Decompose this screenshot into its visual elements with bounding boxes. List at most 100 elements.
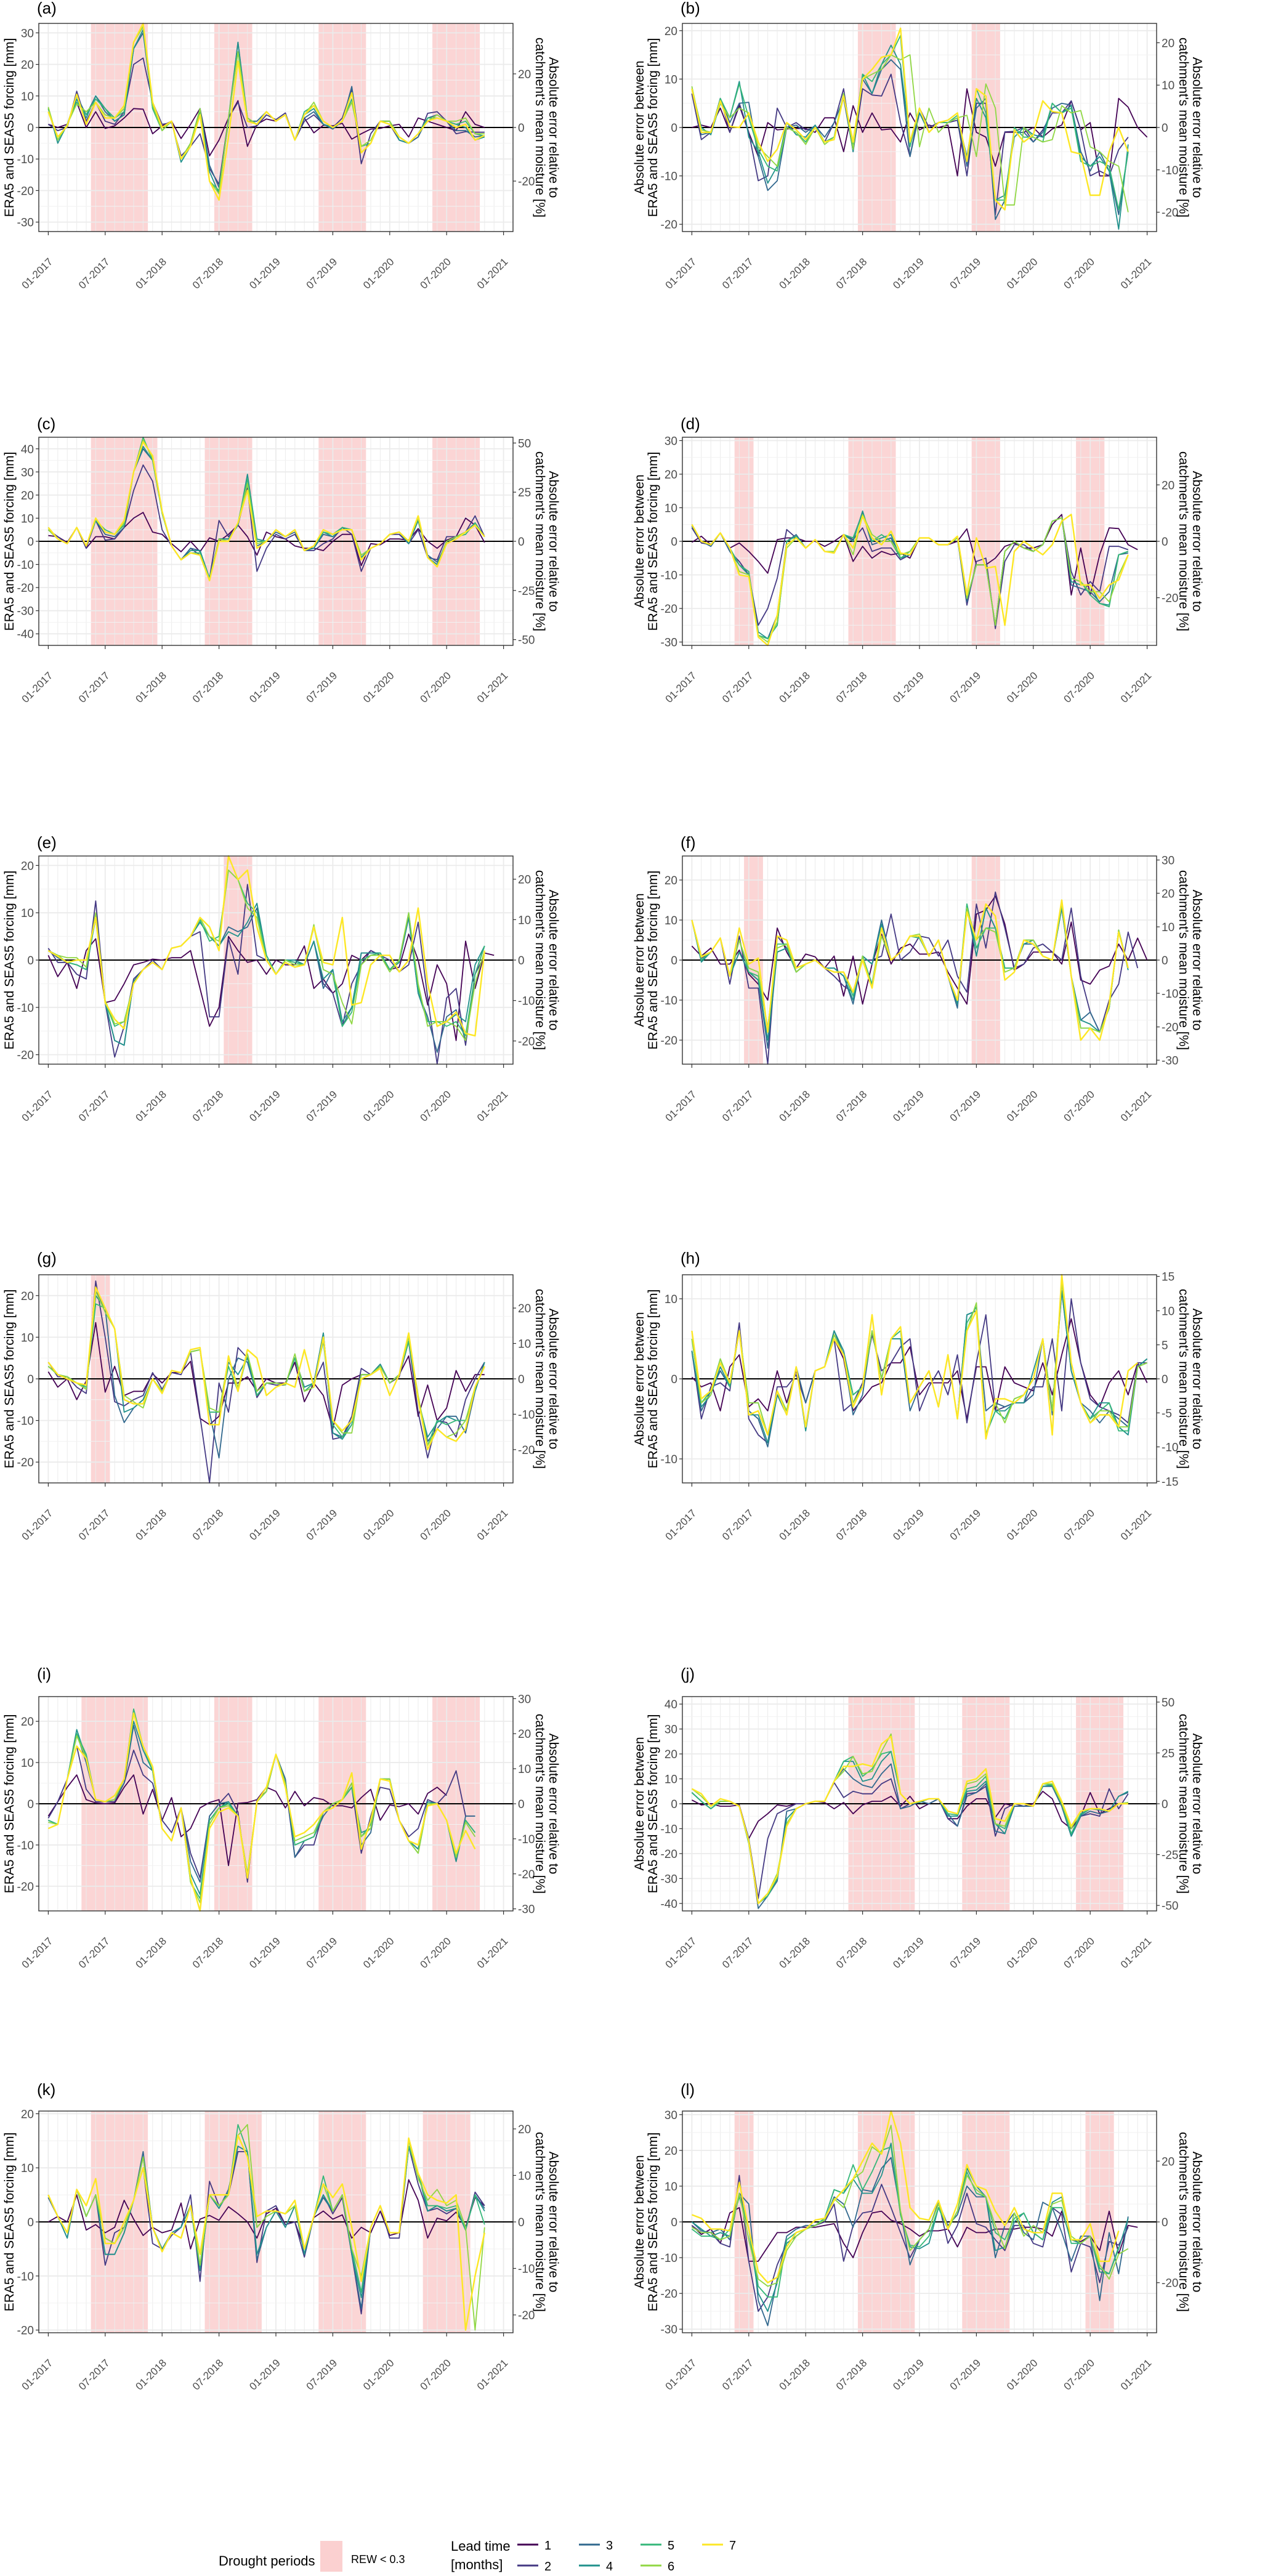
y2-tick-label: -10 bbox=[1162, 988, 1178, 1001]
y2-tick-label: 10 bbox=[518, 2170, 531, 2182]
y2-axis-title-line1: Absolute error relative to bbox=[546, 57, 560, 198]
x-tick-label: 07-2018 bbox=[834, 1088, 870, 1124]
y-tick-label: -20 bbox=[661, 1848, 677, 1861]
y-tick-label: -30 bbox=[17, 605, 34, 618]
x-tick-label: 01-2018 bbox=[777, 1935, 812, 1971]
panel-label: (c) bbox=[37, 414, 55, 433]
x-tick-label: 07-2019 bbox=[304, 1088, 340, 1124]
y2-tick-label: -10 bbox=[518, 1408, 535, 1421]
x-tick-label: 07-2020 bbox=[418, 2357, 453, 2392]
y2-tick-label: 0 bbox=[518, 955, 525, 967]
x-tick-label: 01-2019 bbox=[247, 2357, 283, 2392]
y-tick-label: 10 bbox=[665, 502, 677, 515]
x-tick-label: 07-2020 bbox=[418, 1088, 453, 1124]
series-line-lead-7 bbox=[691, 899, 1129, 1041]
x-tick-label: 01-2021 bbox=[1118, 1507, 1154, 1543]
panel-g: (g) -20 -10 0 10 20 -20 -10 0 10 20 01-2017 07-2017 0… bbox=[0, 1249, 560, 1543]
x-tick-label: 01-2020 bbox=[361, 1935, 397, 1971]
legend-lead-title-1: Lead time bbox=[451, 2538, 511, 2554]
panel-d: (d) -30 -20 -10 0 10 20 30 -20 0 20 01-2017 07-2017 0… bbox=[632, 414, 1204, 705]
x-tick-label: 01-2021 bbox=[1118, 2357, 1154, 2392]
y-axis-title-line1: Absolute error between bbox=[0, 893, 3, 1027]
y-tick-label: 30 bbox=[665, 1724, 677, 1737]
y2-tick-label: 0 bbox=[1162, 1798, 1168, 1811]
series-line-lead-7 bbox=[47, 441, 485, 581]
y2-tick-label: -20 bbox=[518, 1035, 535, 1048]
y2-tick-label: 5 bbox=[1162, 1339, 1168, 1352]
panel-h: (h) -10 0 10 -15 -10 -5 0 5 10 15 01-2017 07-2017 01-… bbox=[632, 1249, 1204, 1543]
y2-tick-label: -10 bbox=[518, 995, 535, 1008]
x-tick-label: 07-2017 bbox=[76, 256, 112, 291]
y-axis-title-line2: ERA5 and SEAS5 forcing [mm] bbox=[646, 1714, 660, 1894]
y-tick-label: -20 bbox=[661, 1035, 677, 1048]
legend-drought-swatch bbox=[320, 2541, 342, 2572]
series-line-lead-3 bbox=[691, 2157, 1129, 2327]
x-tick-label: 01-2018 bbox=[133, 1088, 169, 1124]
panel-l: (l) -30 -20 -10 0 10 20 30 -20 0 20 01-2017 07-2017 0… bbox=[632, 2080, 1204, 2392]
y-axis-title-line1: Absolute error between bbox=[632, 1737, 647, 1870]
legend-lead-title-2: [months] bbox=[451, 2557, 503, 2572]
series-line-lead-7 bbox=[691, 514, 1129, 647]
series-line-lead-7 bbox=[691, 2110, 1120, 2283]
y-tick-label: 30 bbox=[21, 466, 34, 479]
y2-axis-title-line1: Absolute error relative to bbox=[546, 1734, 560, 1875]
x-tick-label: 01-2018 bbox=[133, 256, 169, 291]
y2-tick-label: 50 bbox=[518, 437, 531, 450]
y2-axis-title-line1: Absolute error relative to bbox=[1190, 1309, 1204, 1450]
panel-c: (c) -40 -30 -20 -10 0 10 20 30 40 -50 -25 0 25 50 01-20… bbox=[0, 414, 560, 705]
x-tick-label: 07-2020 bbox=[418, 1935, 453, 1971]
y2-tick-label: 50 bbox=[1162, 1697, 1174, 1710]
y-tick-label: 10 bbox=[21, 512, 34, 525]
y-tick-label: 20 bbox=[665, 874, 677, 887]
series-line-lead-1 bbox=[691, 2207, 1138, 2262]
y-tick-label: 20 bbox=[665, 2145, 677, 2158]
y-axis-title-line2: ERA5 and SEAS5 forcing [mm] bbox=[2, 452, 17, 631]
y2-tick-label: -5 bbox=[1162, 1407, 1172, 1420]
series-line-lead-7 bbox=[47, 1712, 476, 1912]
x-tick-label: 01-2018 bbox=[133, 2357, 169, 2392]
x-tick-label: 01-2021 bbox=[475, 1088, 511, 1124]
y2-axis-title-line1: Absolute error relative to bbox=[1190, 2152, 1204, 2293]
y-tick-label: -30 bbox=[17, 217, 34, 230]
y-tick-label: -10 bbox=[661, 995, 677, 1007]
x-tick-label: 01-2017 bbox=[20, 2357, 55, 2392]
y-tick-label: -20 bbox=[661, 2288, 677, 2301]
x-tick-label: 07-2020 bbox=[418, 256, 453, 291]
y-axis-title-line1: Absolute error between bbox=[0, 1312, 3, 1445]
y2-tick-label: 20 bbox=[518, 874, 531, 887]
y-tick-label: 10 bbox=[665, 73, 677, 86]
series-line-lead-1 bbox=[691, 1790, 1119, 1839]
x-tick-label: 07-2020 bbox=[418, 1507, 453, 1543]
x-tick-label: 01-2019 bbox=[247, 1088, 283, 1124]
y2-tick-label: -30 bbox=[518, 1904, 535, 1916]
x-tick-label: 01-2021 bbox=[475, 256, 511, 291]
x-tick-label: 01-2018 bbox=[133, 1507, 169, 1543]
y2-axis-title-line1: Absolute error relative to bbox=[546, 890, 560, 1031]
x-tick-label: 07-2019 bbox=[948, 1935, 984, 1971]
y2-tick-label: -10 bbox=[1162, 164, 1178, 177]
y2-tick-label: 10 bbox=[518, 1763, 531, 1776]
x-tick-label: 01-2020 bbox=[1004, 1088, 1040, 1124]
y2-axis-title-line1: Absolute error relative to bbox=[546, 1309, 560, 1450]
y2-tick-label: 20 bbox=[518, 68, 531, 81]
y-tick-label: -10 bbox=[17, 2271, 34, 2283]
y2-axis-title-line2: catchment's mean moisture [%] bbox=[1176, 38, 1190, 217]
series-line-lead-6 bbox=[691, 2125, 1129, 2287]
x-tick-label: 07-2020 bbox=[1061, 669, 1097, 705]
x-tick-label: 01-2021 bbox=[1118, 256, 1154, 291]
series-line-lead-6 bbox=[691, 514, 1129, 643]
series-line-lead-7 bbox=[691, 1735, 1128, 1905]
x-tick-label: 01-2019 bbox=[891, 256, 926, 291]
x-tick-label: 07-2017 bbox=[720, 1507, 756, 1543]
y2-tick-label: 20 bbox=[518, 1728, 531, 1741]
x-tick-label: 01-2017 bbox=[663, 1507, 699, 1543]
x-tick-label: 07-2018 bbox=[834, 1935, 870, 1971]
legend-lead-label-1: 1 bbox=[544, 2539, 551, 2553]
y-tick-label: -40 bbox=[17, 628, 34, 641]
y-tick-label: 0 bbox=[27, 1798, 34, 1811]
x-tick-label: 07-2018 bbox=[190, 256, 226, 291]
x-tick-label: 01-2018 bbox=[777, 256, 812, 291]
y-tick-label: -20 bbox=[17, 582, 34, 595]
x-tick-label: 01-2017 bbox=[663, 2357, 699, 2392]
